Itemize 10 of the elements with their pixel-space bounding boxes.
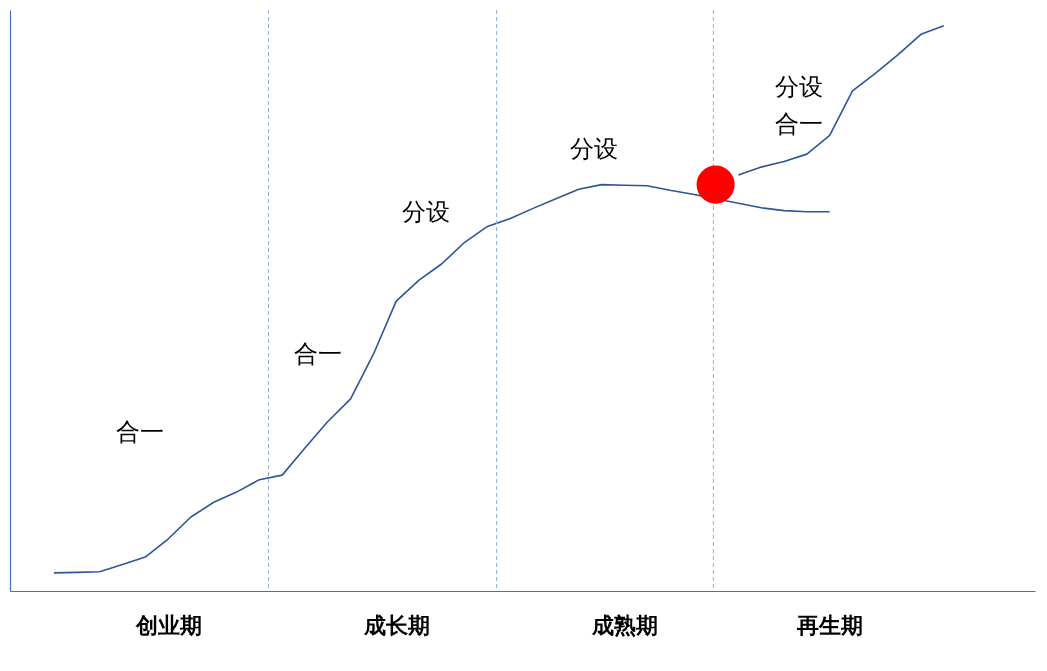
annotation: 合一 bbox=[294, 340, 342, 368]
annotation: 合一 bbox=[775, 110, 823, 138]
x-tick-label: 成熟期 bbox=[590, 612, 658, 638]
x-tick-label: 创业期 bbox=[134, 612, 202, 638]
annotation: 分设 bbox=[775, 73, 823, 101]
x-tick-label: 成长期 bbox=[362, 612, 430, 638]
annotation: 分设 bbox=[402, 198, 450, 226]
x-tick-label: 再生期 bbox=[796, 612, 864, 638]
annotation: 分设 bbox=[570, 135, 618, 163]
annotation: 合一 bbox=[116, 418, 164, 446]
